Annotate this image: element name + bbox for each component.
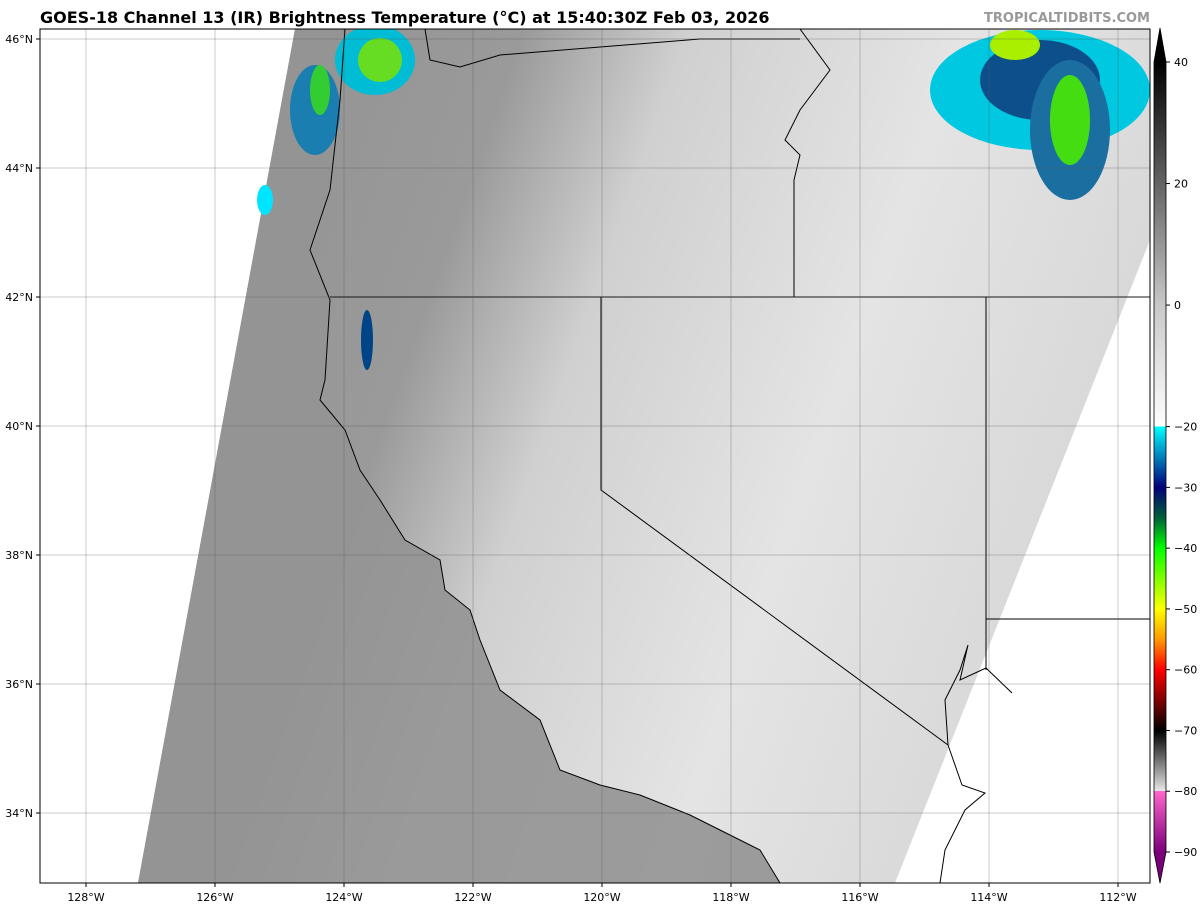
- grid-lines: [40, 29, 1150, 883]
- lon-tick-label: 116°W: [841, 891, 878, 904]
- credit-watermark: TROPICALTIDBITS.COM: [984, 11, 1150, 26]
- lon-tick-label: 126°W: [196, 891, 233, 904]
- us-mexico-border: [939, 744, 986, 883]
- colorbar-tick-label: −40: [1174, 542, 1197, 555]
- lat-tick-label: 36°N: [5, 678, 33, 691]
- colorbar-tick-label: −90: [1174, 846, 1197, 859]
- lat-tick-label: 34°N: [5, 807, 33, 820]
- colorado-river: [944, 644, 1013, 746]
- state-border-or-id: [784, 29, 831, 297]
- colorbar-tick-label: 40: [1174, 56, 1188, 69]
- lon-tick-label: 128°W: [67, 891, 104, 904]
- lat-tick-label: 42°N: [5, 291, 33, 304]
- lat-tick-label: 38°N: [5, 549, 33, 562]
- colorbar-tick-label: −30: [1174, 481, 1197, 494]
- lon-tick-label: 114°W: [970, 891, 1007, 904]
- colorbar: [1153, 27, 1167, 884]
- colorbar-tick-label: 0: [1174, 299, 1181, 312]
- coastline: [309, 29, 781, 883]
- lat-tick-label: 40°N: [5, 420, 33, 433]
- lat-tick-label: 44°N: [5, 162, 33, 175]
- map-title: GOES-18 Channel 13 (IR) Brightness Tempe…: [40, 8, 770, 27]
- cloud-tops: [257, 29, 1150, 370]
- colorbar-tick-label: 20: [1174, 178, 1188, 191]
- colorbar-tick-label: −50: [1174, 603, 1197, 616]
- lon-tick-label: 122°W: [454, 891, 491, 904]
- map-frame: [39, 28, 1151, 884]
- lon-tick-label: 112°W: [1099, 891, 1136, 904]
- colorbar-tick-label: −80: [1174, 785, 1197, 798]
- lon-tick-label: 120°W: [583, 891, 620, 904]
- lon-tick-label: 124°W: [325, 891, 362, 904]
- state-border-ca-nv: [600, 297, 949, 746]
- lon-tick-label: 118°W: [712, 891, 749, 904]
- colorbar-tick-label: −20: [1174, 421, 1197, 434]
- lat-tick-label: 46°N: [5, 33, 33, 46]
- ocean-region: [138, 29, 780, 883]
- colorbar-tick-label: −70: [1174, 724, 1197, 737]
- colorbar-tick-label: −60: [1174, 664, 1197, 677]
